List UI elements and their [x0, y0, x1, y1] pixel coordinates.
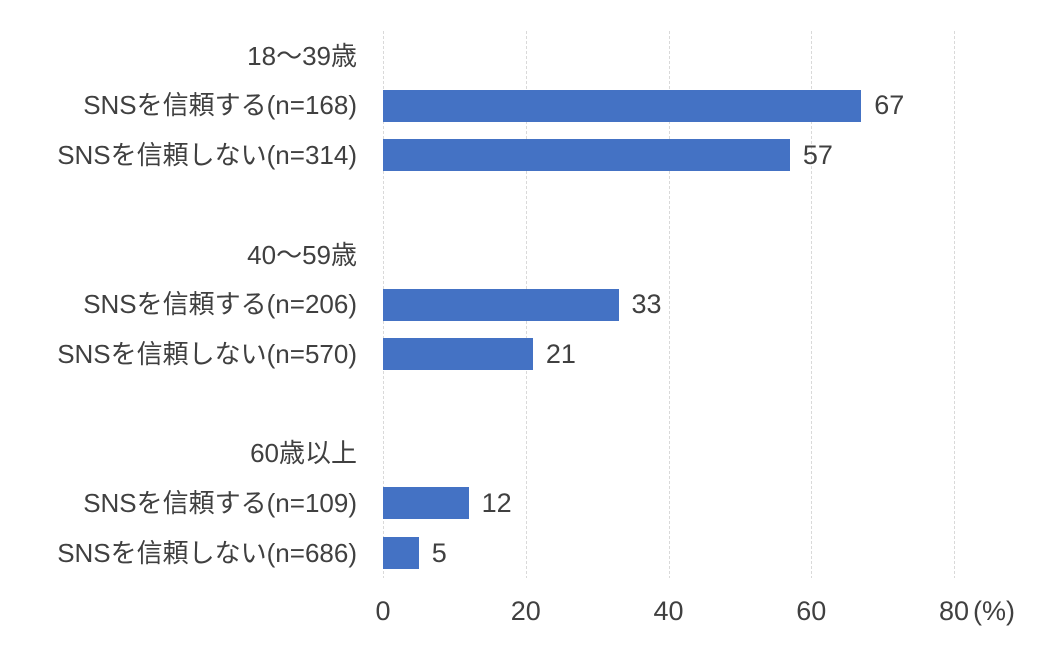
bar [383, 338, 533, 371]
group-header-row: 60歳以上 [0, 429, 954, 479]
bar-cell: 21 [383, 329, 954, 379]
category-group-label: 40〜59歳 [247, 239, 357, 270]
bar-row: SNSを信頼する(n=109) 12 [0, 479, 954, 529]
bar-row: SNSを信頼しない(n=570) 21 [0, 329, 954, 379]
chart-rows: 18〜39歳 SNSを信頼する(n=168) 67 SNSを信頼しない(n=31… [0, 31, 954, 578]
category-label: SNSを信頼する(n=168) [83, 90, 357, 121]
category-group-label: 60歳以上 [250, 438, 357, 469]
gridline-60 [811, 31, 813, 578]
bar-value-label: 57 [802, 139, 833, 170]
empty-plot-cell [383, 31, 954, 81]
category-label: SNSを信頼しない(n=570) [57, 338, 357, 369]
spacer-row [0, 180, 954, 230]
x-axis: 0 20 40 60 80 (%) [375, 596, 1015, 636]
bar-row: SNSを信頼しない(n=686) 5 [0, 528, 954, 578]
bar-row: SNSを信頼しない(n=314) 57 [0, 130, 954, 180]
x-axis-tick-0: 0 [375, 596, 391, 626]
gridline-80 [954, 31, 955, 578]
bar [383, 139, 790, 172]
bar [383, 288, 619, 321]
bar [383, 537, 419, 570]
bar-cell: 12 [383, 479, 954, 529]
group-header-row: 18〜39歳 [0, 31, 954, 81]
bar-value-label: 21 [545, 338, 576, 369]
spacer-row [0, 379, 954, 429]
bar-cell: 57 [383, 130, 954, 180]
bar [383, 89, 862, 122]
bar-row: SNSを信頼する(n=168) 67 [0, 81, 954, 131]
category-label: SNSを信頼しない(n=686) [57, 537, 357, 568]
x-axis-tick-80: 80 [938, 596, 970, 626]
gridline-40 [668, 31, 670, 578]
x-axis-tick-20: 20 [510, 596, 541, 626]
bar-value-label: 12 [481, 487, 512, 518]
category-label: SNSを信頼する(n=206) [83, 289, 357, 320]
bar-value-label: 5 [431, 537, 447, 568]
category-label: SNSを信頼する(n=109) [83, 488, 357, 519]
bar [383, 487, 469, 520]
category-group-label: 18〜39歳 [247, 40, 357, 71]
bar-cell: 5 [383, 528, 954, 578]
group-header-row: 40〜59歳 [0, 230, 954, 280]
bar-row: SNSを信頼する(n=206) 33 [0, 280, 954, 330]
empty-plot-cell [383, 230, 954, 280]
bar-cell: 33 [383, 280, 954, 330]
bar-value-label: 67 [874, 90, 905, 121]
category-label: SNSを信頼しない(n=314) [57, 140, 357, 171]
bar-cell: 67 [383, 81, 954, 131]
x-axis-unit-label: (%) [973, 596, 1015, 626]
bar-value-label: 33 [631, 289, 662, 320]
x-axis-tick-60: 60 [796, 596, 827, 626]
empty-plot-cell [383, 429, 954, 479]
x-axis-tick-40: 40 [653, 596, 684, 626]
